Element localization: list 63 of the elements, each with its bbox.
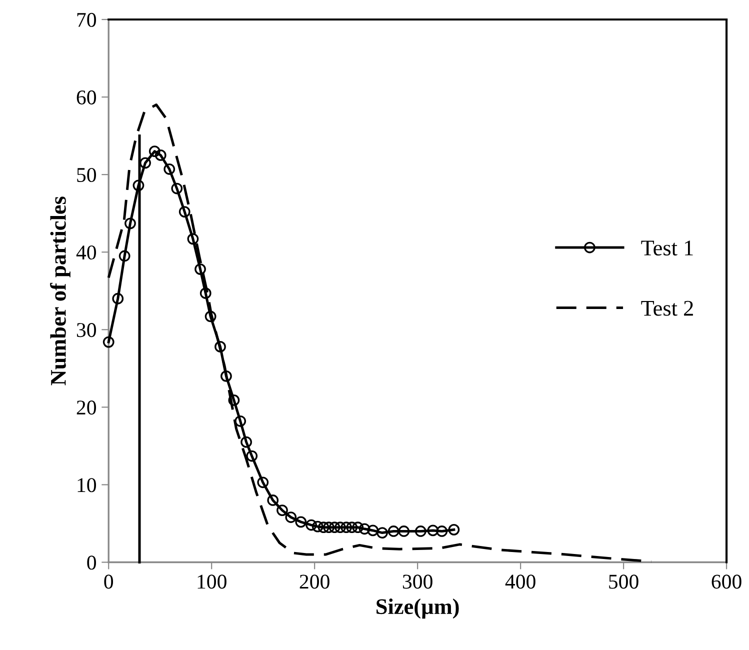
y-tick-label: 40	[76, 245, 96, 260]
point	[102, 336, 114, 348]
point	[194, 263, 206, 275]
point	[240, 436, 252, 448]
point	[448, 524, 460, 536]
point	[312, 520, 324, 532]
point	[367, 524, 379, 536]
point	[267, 494, 279, 506]
x-tick-label: 200	[300, 574, 330, 589]
x-tick-label: 100	[198, 574, 226, 589]
point	[246, 450, 258, 462]
point	[257, 476, 269, 488]
y-tick-label: 30	[76, 323, 96, 338]
point	[234, 415, 246, 427]
point	[358, 523, 370, 535]
point	[200, 288, 212, 299]
legend-label: Test 2	[641, 300, 693, 316]
point	[148, 146, 160, 158]
point	[323, 522, 334, 534]
x-tick-label: 400	[505, 574, 536, 589]
point	[340, 522, 352, 534]
point	[334, 522, 346, 534]
point	[140, 157, 151, 169]
point	[295, 516, 307, 528]
point	[388, 526, 400, 537]
x-tick-label: 300	[402, 574, 432, 589]
point	[187, 233, 199, 245]
point	[427, 524, 439, 536]
point	[276, 504, 288, 516]
point	[436, 526, 448, 537]
point	[376, 527, 388, 538]
point	[318, 522, 330, 534]
point	[346, 522, 358, 534]
y-tick-label: 60	[76, 90, 96, 104]
point	[306, 519, 317, 531]
point	[414, 526, 426, 537]
point	[352, 522, 364, 534]
legend-label: Test 1	[641, 240, 693, 256]
x-tick-label: 500	[609, 574, 638, 589]
point	[178, 206, 190, 218]
point	[154, 149, 166, 161]
point	[112, 292, 124, 304]
point	[164, 163, 176, 175]
point	[220, 370, 232, 382]
x-tick-label: 600	[712, 574, 742, 589]
point	[204, 310, 216, 322]
x-axis-title: Size(µm)	[376, 598, 459, 619]
point	[118, 250, 130, 262]
y-tick-label: 50	[77, 168, 96, 182]
point	[228, 394, 240, 406]
y-tick-label: 0	[87, 556, 96, 570]
point	[328, 522, 340, 534]
x-tick-label: 0	[104, 574, 114, 589]
point	[398, 526, 410, 537]
point	[132, 180, 144, 192]
y-tick-label: 70	[77, 12, 96, 27]
point	[214, 341, 226, 352]
point	[171, 182, 183, 194]
point	[285, 512, 297, 523]
y-tick-label: 20	[76, 400, 96, 415]
point	[124, 218, 136, 230]
y-tick-label: 10	[78, 478, 96, 492]
y-axis-title: Number of particles	[50, 196, 70, 386]
